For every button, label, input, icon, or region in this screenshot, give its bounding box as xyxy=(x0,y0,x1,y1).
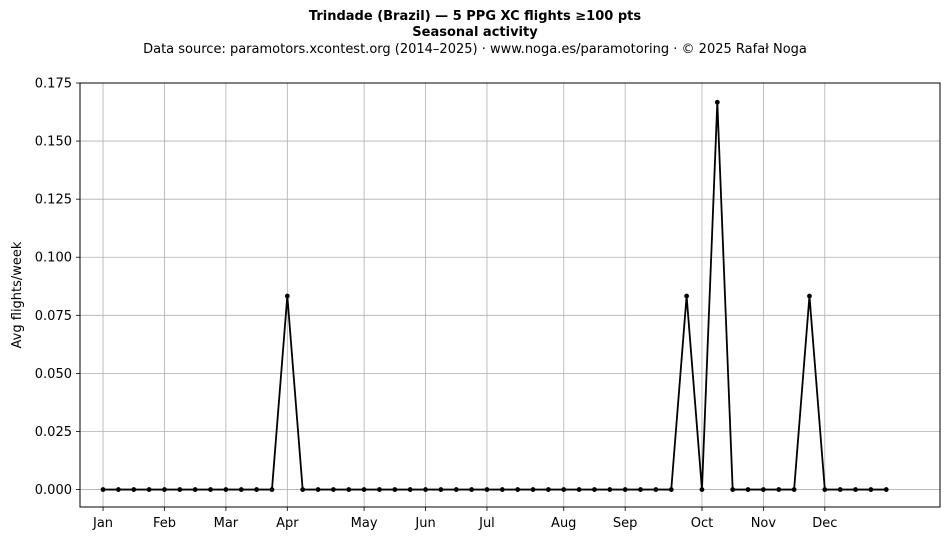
data-point xyxy=(776,487,782,492)
data-point xyxy=(853,487,858,492)
chart-subtitle: Seasonal activity xyxy=(412,25,538,40)
data-point xyxy=(714,99,720,105)
data-point xyxy=(131,487,137,492)
chart-title: Trindade (Brazil) — 5 PPG XC flights ≥10… xyxy=(308,9,642,24)
plot-frame xyxy=(79,82,941,508)
y-tick-label: 0.150 xyxy=(35,135,72,150)
data-point xyxy=(730,487,736,492)
chart-title-block: Trindade (Brazil) — 5 PPG XC flights ≥10… xyxy=(0,9,950,59)
data-point xyxy=(699,487,705,492)
data-point xyxy=(837,487,843,492)
data-point xyxy=(330,487,336,492)
data-point xyxy=(576,487,582,492)
data-point xyxy=(668,487,674,492)
y-tick-label: 0.025 xyxy=(35,425,72,440)
data-point xyxy=(791,487,797,492)
y-tick-label: 0.050 xyxy=(35,367,72,382)
data-point xyxy=(653,487,659,492)
data-point xyxy=(561,487,567,492)
data-point xyxy=(377,487,382,492)
data-point xyxy=(254,487,260,492)
chart-source: Data source: paramotors.xcontest.org (20… xyxy=(143,42,807,57)
data-point xyxy=(162,487,167,492)
data-point xyxy=(284,293,290,299)
x-tick-label: Oct xyxy=(691,516,713,531)
data-point xyxy=(423,487,428,492)
data-point xyxy=(622,487,628,492)
data-point xyxy=(607,487,613,492)
data-point xyxy=(208,487,213,492)
data-point xyxy=(807,293,812,299)
x-tick-label: Jun xyxy=(414,516,435,531)
data-point xyxy=(822,487,828,492)
data-point xyxy=(146,487,152,492)
data-point xyxy=(407,487,413,492)
data-point xyxy=(484,487,490,492)
data-point xyxy=(392,487,398,492)
data-point xyxy=(238,487,244,492)
data-point xyxy=(346,487,352,492)
data-point xyxy=(361,487,367,492)
data-point xyxy=(100,487,106,492)
data-point xyxy=(530,487,536,492)
y-tick-label: 0.075 xyxy=(35,309,72,324)
data-point xyxy=(223,487,229,492)
x-tick-label: May xyxy=(351,516,378,531)
data-point xyxy=(269,487,275,492)
data-point xyxy=(499,487,505,492)
series-layer xyxy=(100,99,889,492)
data-point xyxy=(300,487,306,492)
data-point xyxy=(469,487,475,492)
y-tick-label: 0.000 xyxy=(35,483,72,498)
data-point xyxy=(592,487,597,492)
data-point xyxy=(515,487,521,492)
data-point xyxy=(453,487,459,492)
data-point xyxy=(638,487,643,492)
x-tick-label: Sep xyxy=(613,516,638,531)
x-tick-label: Apr xyxy=(276,516,299,531)
data-point xyxy=(192,487,198,492)
data-point xyxy=(745,487,751,492)
x-tick-label: Dec xyxy=(812,516,837,531)
x-tick-label: Jul xyxy=(478,516,495,531)
data-point xyxy=(760,487,766,492)
data-point xyxy=(315,487,321,492)
data-point xyxy=(868,487,874,492)
x-tick-label: Aug xyxy=(551,516,576,531)
y-tick-label: 0.175 xyxy=(35,77,72,92)
data-point xyxy=(438,487,444,492)
data-point xyxy=(545,487,551,492)
series-line xyxy=(103,102,887,491)
data-point xyxy=(115,487,121,492)
x-tick-label: Feb xyxy=(153,516,176,531)
y-tick-label: 0.100 xyxy=(35,251,72,266)
y-tick-label: 0.125 xyxy=(35,193,72,208)
data-point xyxy=(177,487,183,492)
data-point xyxy=(883,487,889,492)
data-point xyxy=(684,293,690,299)
x-tick-label: Jan xyxy=(92,516,113,531)
axes-layer: Jan Feb Mar Apr May Jun Jul Aug Sep Oct Nov Dec 0.00… xyxy=(35,77,838,532)
x-tick-label: Nov xyxy=(751,516,777,531)
y-axis-label: Avg flights/week xyxy=(10,241,25,348)
x-tick-label: Mar xyxy=(214,516,239,531)
